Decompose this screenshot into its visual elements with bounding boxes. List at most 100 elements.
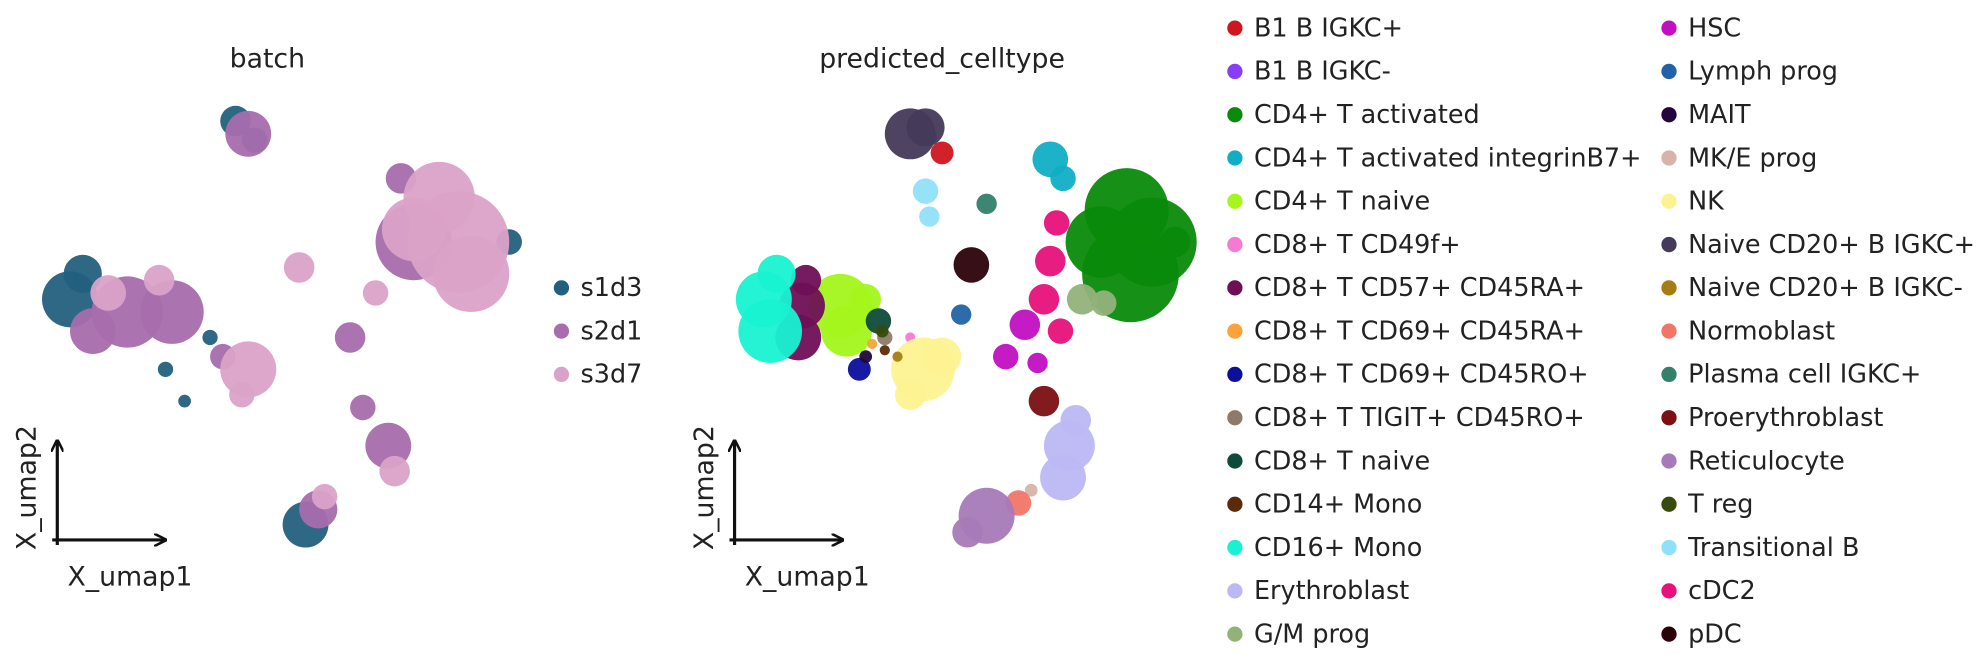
point-cluster (1043, 210, 1070, 236)
legend-label: CD8+ T CD57+ CD45RA+ (1254, 273, 1585, 303)
legend-marker (1661, 20, 1677, 36)
point-cluster (157, 361, 174, 377)
x-axis-label: X_umap1 (745, 562, 870, 593)
point-cluster (432, 235, 510, 313)
point-cluster (334, 322, 366, 353)
legend-marker (1661, 323, 1677, 339)
legend-marker (1227, 366, 1243, 383)
legend-label: Naive CD20+ B IGKC- (1688, 273, 1963, 303)
legend-label: CD8+ T CD69+ CD45RA+ (1254, 316, 1585, 346)
legend-label: CD8+ T TIGIT+ CD45RO+ (1254, 403, 1585, 433)
legend-marker (1227, 236, 1243, 253)
point-cluster (178, 394, 191, 408)
point-cluster (220, 341, 277, 398)
legend-marker (553, 323, 570, 339)
point-cluster (362, 280, 389, 306)
legend-marker (1661, 236, 1677, 253)
point-cluster (1028, 385, 1060, 417)
point-cluster (919, 206, 940, 227)
point-cluster (993, 343, 1019, 370)
point-cluster (912, 178, 939, 204)
point-cluster (892, 351, 903, 362)
legend-label: Erythroblast (1254, 576, 1409, 606)
x-axis-label: X_umap1 (67, 562, 192, 593)
point-cluster (70, 308, 116, 355)
legend-marker (1661, 410, 1677, 426)
legend-label: Plasma cell IGKC+ (1688, 360, 1921, 390)
point-cluster (866, 338, 878, 349)
point-cluster (850, 284, 881, 315)
point-cluster (950, 304, 972, 325)
point-cluster (821, 305, 873, 357)
point-cluster (1009, 309, 1041, 341)
point-cluster (1027, 352, 1048, 374)
legend-label: s2d1 (581, 316, 643, 346)
point-cluster (350, 394, 376, 421)
point-cluster (229, 382, 255, 408)
point-cluster (1060, 404, 1092, 436)
legend-marker (1661, 453, 1677, 469)
legend-label: Normoblast (1688, 316, 1835, 346)
point-cluster (63, 254, 102, 293)
point-cluster (1050, 165, 1076, 192)
legend-marker (1227, 193, 1243, 209)
point-cluster (1047, 318, 1074, 344)
point-cluster (1065, 206, 1137, 278)
point-cluster (311, 483, 338, 510)
point-cluster (976, 193, 997, 215)
legend-marker (1661, 626, 1677, 642)
legend-marker (1227, 63, 1243, 80)
point-cluster (1024, 483, 1038, 497)
point-cluster (738, 299, 803, 363)
point-cluster (790, 264, 822, 296)
legend-label: pDC (1688, 619, 1742, 649)
point-cluster (1066, 284, 1098, 315)
legend-label: G/M prog (1254, 619, 1370, 649)
point-cluster (859, 350, 873, 363)
legend-marker (1227, 496, 1243, 512)
point-cluster (140, 280, 204, 344)
point-cluster (847, 357, 871, 381)
legend-label: s3d7 (581, 360, 643, 390)
point-cluster (930, 141, 954, 165)
legend-label: CD8+ T naive (1254, 446, 1430, 476)
point-cluster (875, 324, 889, 338)
legend-label: Reticulocyte (1688, 446, 1845, 476)
legend-label: MK/E prog (1688, 143, 1817, 173)
legend-marker (1227, 280, 1243, 296)
point-cluster (143, 264, 175, 296)
legend-label: CD4+ T naive (1254, 187, 1430, 217)
legend-label: Proerythroblast (1688, 403, 1883, 433)
legend-marker (1227, 539, 1243, 556)
point-cluster (1091, 290, 1117, 316)
legend-label: CD4+ T activated (1254, 100, 1480, 130)
legend-marker (553, 366, 570, 383)
point-cluster (1028, 284, 1060, 315)
legend-marker (1227, 323, 1243, 339)
point-cluster (953, 247, 990, 283)
legend-label: Transitional B (1687, 533, 1859, 563)
point-cluster (952, 517, 983, 548)
point-cluster (283, 252, 315, 283)
legend-marker (1661, 193, 1677, 209)
point-cluster (202, 329, 218, 346)
legend-marker (1661, 107, 1677, 123)
legend-marker (1227, 410, 1243, 426)
legend-marker (1661, 150, 1677, 166)
legend-label: CD4+ T activated integrinB7+ (1254, 143, 1641, 173)
point-cluster (1107, 197, 1197, 287)
legend-label: CD16+ Mono (1254, 533, 1422, 563)
legend-marker (1661, 496, 1677, 512)
legend-marker (1227, 107, 1243, 123)
legend-marker (1661, 280, 1677, 296)
legend-label: Lymph prog (1688, 57, 1838, 87)
legend-marker (1661, 63, 1677, 80)
legend-label: Naive CD20+ B IGKC+ (1688, 230, 1975, 260)
legend-marker (1227, 453, 1243, 469)
point-cluster (381, 197, 446, 262)
legend-label: cDC2 (1688, 576, 1756, 606)
legend-label: NK (1688, 187, 1725, 217)
point-cluster (906, 108, 945, 147)
point-cluster (1035, 245, 1066, 277)
